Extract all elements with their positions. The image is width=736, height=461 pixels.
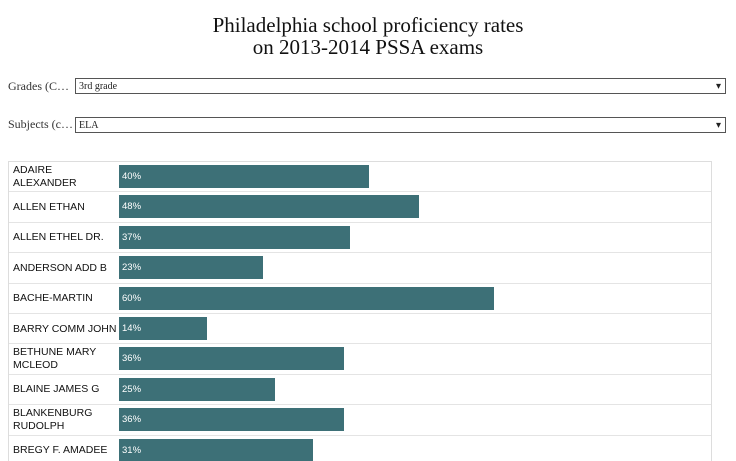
bar [119, 408, 344, 432]
value-label: 36% [122, 414, 142, 426]
control-label: Subjects (c… [8, 117, 73, 131]
table-row: ALLEN ETHEL DR. 37% [9, 223, 711, 254]
value-label: 40% [122, 171, 142, 182]
school-name: BLANKENBURG RUDOLPH [13, 407, 93, 433]
table-row: ANDERSON ADD B 23% [9, 253, 711, 284]
table-row: ALLEN ETHAN 48% [9, 192, 711, 223]
value-label: 60% [122, 292, 142, 304]
school-name: BREGY F. AMADEE [13, 444, 108, 457]
bar [119, 377, 276, 401]
dropdown[interactable]: ELA [75, 117, 726, 134]
school-name: BLAINE JAMES G [13, 383, 100, 396]
value-label: 14% [122, 323, 142, 334]
table-row: BLANKENBURG RUDOLPH 36% [9, 405, 711, 436]
school-name: ADAIRE ALEXANDER [13, 164, 77, 189]
value-label: 25% [122, 383, 142, 395]
school-name: ALLEN ETHEL DR. [13, 231, 104, 244]
school-name: ALLEN ETHAN [13, 200, 85, 213]
school-name: BACHE-MARTIN [13, 292, 93, 305]
school-name: BETHUNE MARY MCLEOD [13, 346, 97, 372]
value-label: 37% [122, 231, 142, 243]
bar [119, 286, 494, 310]
table-row: BARRY COMM JOHN 14% [9, 314, 711, 345]
bar [119, 195, 419, 219]
page-title: Philadelphia school proficiency rates on… [212, 13, 524, 59]
table-row: BETHUNE MARY MCLEOD 36% [9, 344, 711, 375]
table-row: BREGY F. AMADEE 31% [9, 436, 711, 461]
table-row: BACHE-MARTIN 60% [9, 284, 711, 314]
bar [119, 317, 207, 340]
value-label: 48% [122, 201, 142, 213]
value-label: 23% [122, 262, 142, 274]
value-label: 31% [122, 444, 142, 456]
table-row: ADAIRE ALEXANDER 40% [9, 162, 711, 193]
table-row: BLAINE JAMES G 25% [9, 375, 711, 406]
bar [119, 438, 313, 461]
value-label: 36% [122, 353, 142, 365]
school-name: ANDERSON ADD B [13, 261, 107, 274]
school-name: BARRY COMM JOHN [13, 322, 117, 335]
bar [119, 256, 263, 280]
bar [119, 347, 344, 371]
control-label: Grades (C… [8, 79, 69, 93]
bar [119, 165, 369, 188]
dropdown[interactable]: 3rd grade [75, 78, 726, 95]
bar-table: ADAIRE ALEXANDER 40% ALLEN ETHAN 48% ALLEN E… [8, 161, 712, 461]
bar [119, 225, 351, 249]
